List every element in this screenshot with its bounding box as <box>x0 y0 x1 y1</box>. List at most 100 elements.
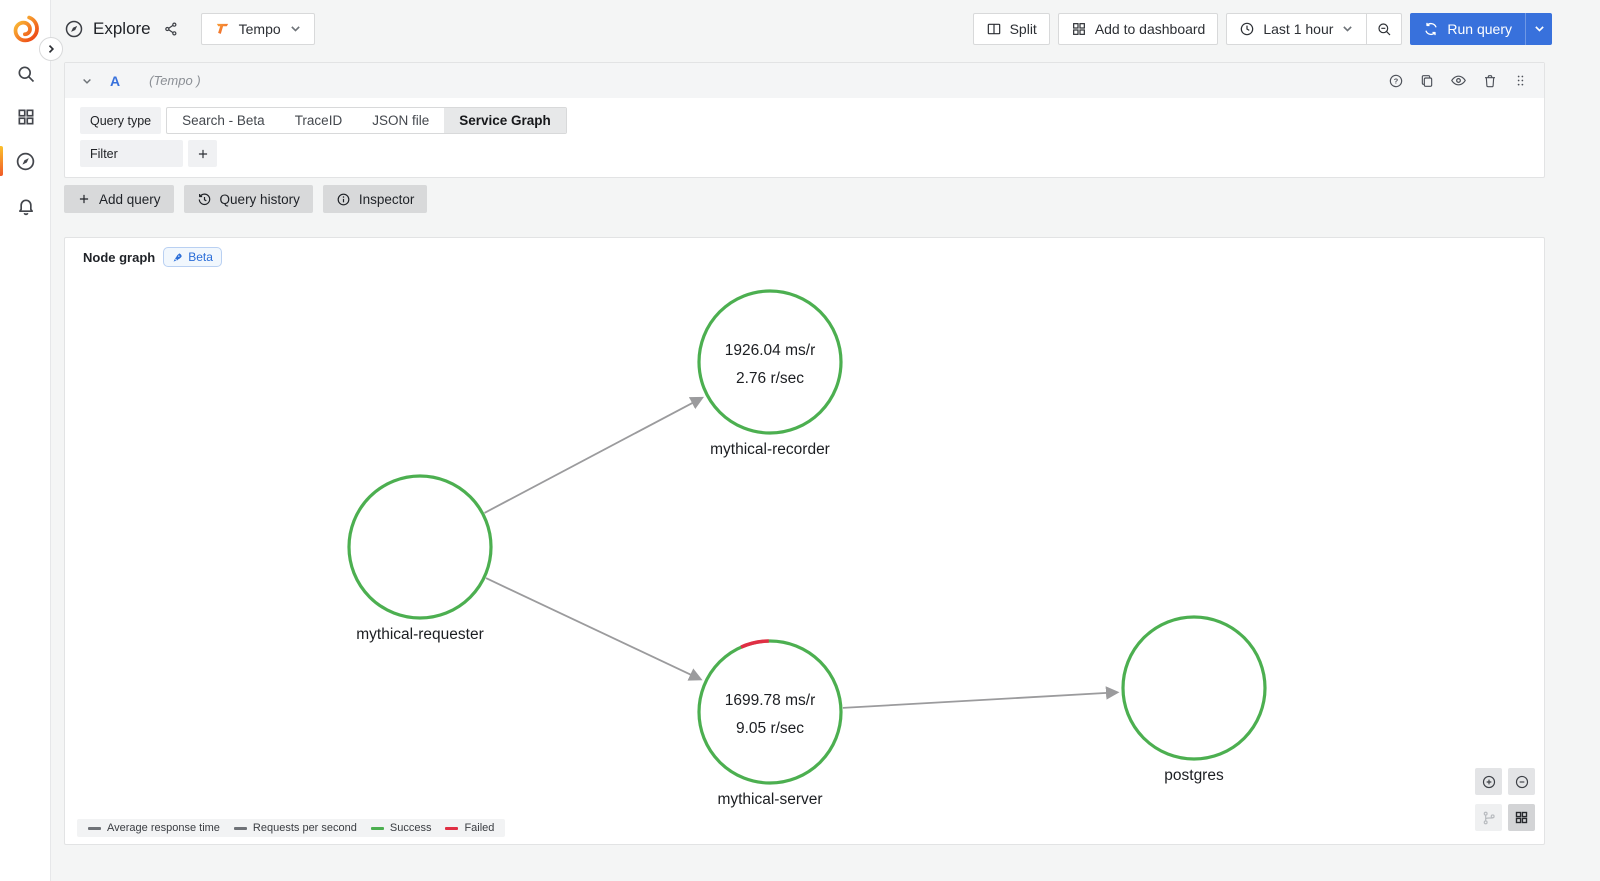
expand-sidebar-button[interactable] <box>39 37 63 61</box>
grafana-logo[interactable] <box>11 13 41 43</box>
filter-row: Filter <box>80 140 1529 167</box>
panel-title: Node graph <box>83 249 156 265</box>
run-query-options-button[interactable] <box>1525 12 1552 45</box>
node-stat-avg-response: 1699.78 ms/r <box>725 692 815 709</box>
filter-label: Filter <box>80 140 183 167</box>
share-shortlink-button[interactable] <box>163 21 179 37</box>
rocket-icon <box>172 252 183 263</box>
sidebar <box>0 0 51 881</box>
help-icon[interactable]: ? <box>1388 73 1404 89</box>
header-actions: Split Add to dashboard Last 1 hour <box>972 12 1552 45</box>
explore-compass-icon <box>64 19 84 39</box>
plus-icon <box>77 192 91 206</box>
alerting-bell-icon <box>16 196 36 216</box>
node-label: mythical-requester <box>356 626 484 643</box>
add-filter-button[interactable] <box>188 140 217 167</box>
legend-label: Success <box>389 822 432 834</box>
history-icon <box>197 192 212 207</box>
node-label: postgres <box>1164 767 1224 784</box>
chevron-right-icon <box>45 43 57 55</box>
legend-dash <box>88 826 101 830</box>
split-columns-icon <box>986 21 1002 37</box>
sidebar-item-alerting[interactable] <box>0 186 51 226</box>
zoom-out-button[interactable] <box>1508 768 1535 795</box>
sidebar-item-dashboards[interactable] <box>0 97 51 137</box>
add-query-label: Add query <box>99 191 161 207</box>
collapse-query-chevron-icon[interactable] <box>81 75 93 87</box>
edge-server-to-postgres <box>842 686 1120 709</box>
query-type-search-beta[interactable]: Search - Beta <box>182 113 265 128</box>
legend-dash <box>233 826 247 830</box>
query-editor-card: A (Tempo ) ? Query type Search - Beta <box>64 62 1545 178</box>
query-datasource-hint: (Tempo ) <box>149 73 201 88</box>
query-type-traceid[interactable]: TraceID <box>294 113 343 128</box>
node-label: mythical-server <box>717 791 822 808</box>
node-stat-rate: 2.76 r/sec <box>736 370 804 387</box>
graph-layout-controls <box>1475 804 1535 831</box>
query-ref-id[interactable]: A <box>110 72 121 89</box>
apps-grid-icon <box>1071 21 1087 37</box>
node-label: mythical-recorder <box>710 441 830 458</box>
search-minus-icon <box>1376 21 1392 37</box>
drag-handle-icon[interactable] <box>1513 73 1528 88</box>
node-mythical-recorder[interactable] <box>697 289 843 435</box>
node-graph-canvas[interactable]: 1926.04 ms/r 2.76 r/sec 1699.78 ms/r 9.0… <box>65 238 1544 844</box>
layout-grid-button[interactable] <box>1508 804 1535 831</box>
legend-label: Requests per second <box>252 822 357 834</box>
inspector-button[interactable]: Inspector <box>322 185 428 213</box>
trash-icon[interactable] <box>1482 73 1498 89</box>
sidebar-item-search[interactable] <box>0 54 51 94</box>
datasource-picker[interactable]: Tempo <box>200 12 315 45</box>
node-mythical-server[interactable] <box>697 639 843 785</box>
legend-item-requests-per-second: Requests per second <box>233 822 357 834</box>
edge-requester-to-server <box>485 577 703 681</box>
add-to-dashboard-button[interactable]: Add to dashboard <box>1057 12 1219 45</box>
run-query-split-button: Run query <box>1410 12 1552 45</box>
active-accent-bar <box>0 146 3 176</box>
split-button[interactable]: Split <box>972 12 1050 45</box>
zoom-in-button[interactable] <box>1475 768 1502 795</box>
zoom-out-time-range-button[interactable] <box>1367 12 1403 45</box>
query-row-header: A (Tempo ) ? <box>65 63 1544 98</box>
datasource-picker-value: Tempo <box>238 20 281 37</box>
split-label: Split <box>1009 20 1037 37</box>
explore-header: Explore Tempo Split Add to dashboard <box>51 0 1600 57</box>
query-history-label: Query history <box>219 191 300 207</box>
legend-item-avg-response: Average response time <box>88 822 220 834</box>
node-postgres[interactable] <box>1121 615 1267 761</box>
dashboards-icon <box>16 107 36 127</box>
legend-item-failed: Failed <box>445 822 494 834</box>
run-query-button[interactable]: Run query <box>1410 13 1525 45</box>
run-query-label: Run query <box>1447 20 1512 37</box>
hide-response-eye-icon[interactable] <box>1450 72 1467 89</box>
query-history-button[interactable]: Query history <box>183 185 313 213</box>
layout-graph-button[interactable] <box>1475 804 1502 831</box>
beta-badge-label: Beta <box>188 250 213 264</box>
search-icon <box>16 64 36 84</box>
clock-icon <box>1239 21 1255 37</box>
duplicate-query-icon[interactable] <box>1419 73 1435 89</box>
graph-zoom-controls <box>1475 768 1535 795</box>
explore-title-group: Explore <box>64 19 151 39</box>
query-type-radio-group: Search - Beta TraceID JSON file Service … <box>166 107 567 134</box>
node-graph-panel: Node graph Beta 1926.04 ms/r 2.76 r/sec … <box>64 237 1545 845</box>
query-type-service-graph[interactable]: Service Graph <box>444 108 566 133</box>
inspector-label: Inspector <box>358 191 415 207</box>
query-row-actions: ? <box>1388 72 1528 89</box>
sidebar-item-explore[interactable] <box>0 141 51 181</box>
time-range-picker[interactable]: Last 1 hour <box>1226 12 1368 45</box>
node-stat-avg-response: 1926.04 ms/r <box>725 342 815 359</box>
explore-compass-icon <box>15 151 36 172</box>
legend-dash <box>370 826 384 830</box>
graph-legend: Average response time Requests per secon… <box>77 819 506 837</box>
beta-badge: Beta <box>163 247 222 267</box>
node-stat-rate: 9.05 r/sec <box>736 720 804 737</box>
time-range-label: Last 1 hour <box>1263 20 1334 37</box>
query-type-json-file[interactable]: JSON file <box>372 113 430 128</box>
panel-header: Node graph Beta <box>83 247 222 267</box>
tempo-logo-icon <box>214 20 231 37</box>
node-mythical-requester[interactable] <box>347 474 493 620</box>
add-query-button[interactable]: Add query <box>64 185 174 213</box>
query-type-label: Query type <box>80 107 162 134</box>
page-title: Explore <box>93 18 151 38</box>
